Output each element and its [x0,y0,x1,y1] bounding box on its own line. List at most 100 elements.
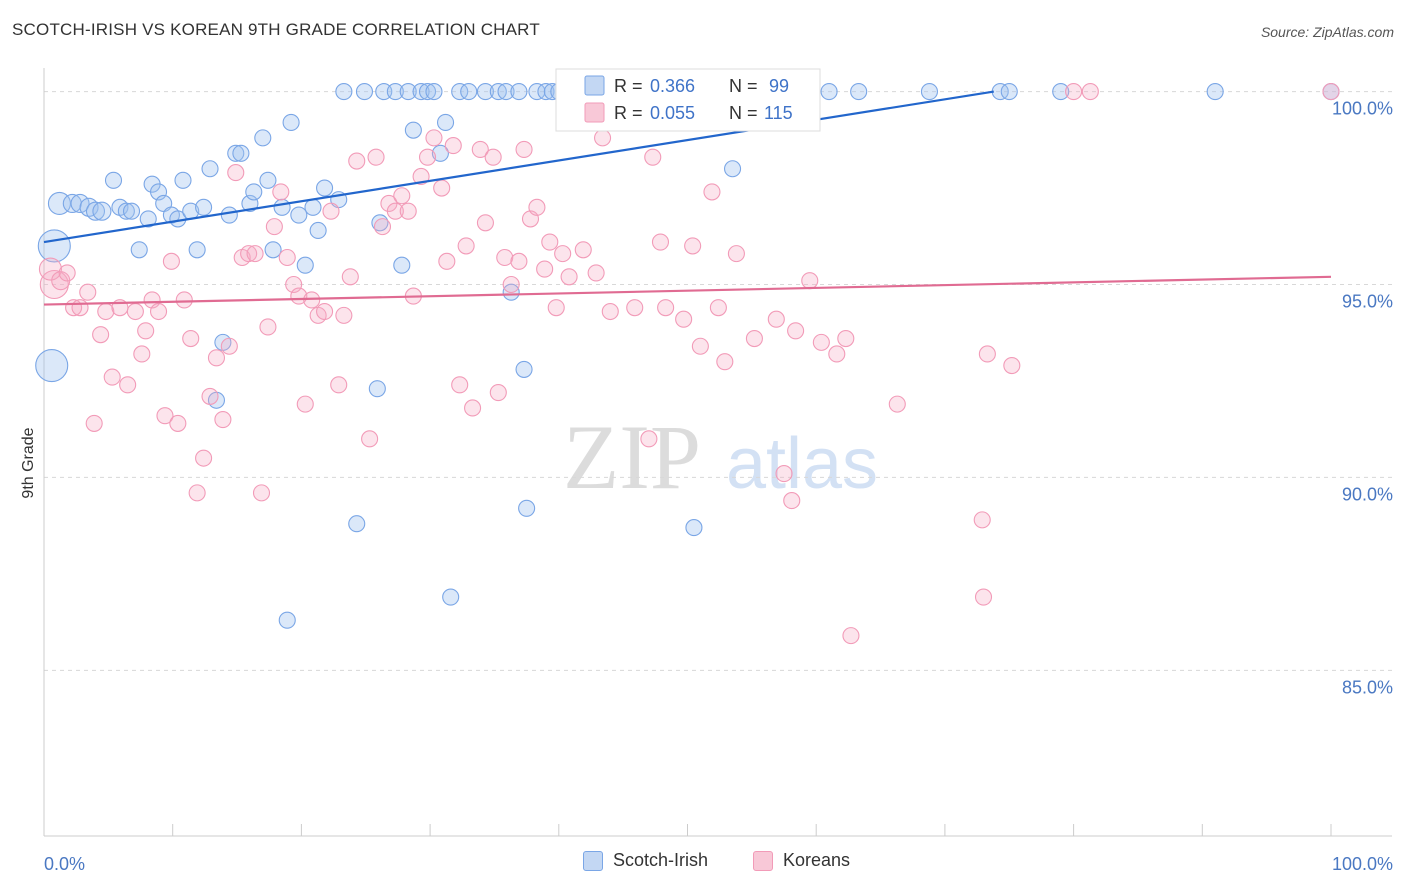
data-point [296,256,314,274]
data-point [444,137,462,155]
chart-title: SCOTCH-IRISH VS KOREAN 9TH GRADE CORRELA… [12,20,540,39]
data-point [137,322,155,340]
n-value-1: 99 [769,76,789,96]
data-point [451,83,469,101]
data-point [304,198,322,216]
data-point [1065,83,1083,101]
data-point [626,299,644,317]
data-point [510,252,528,270]
data-points [35,83,1340,645]
n-label-1: N = [729,76,758,96]
data-point [675,310,693,328]
n-value-2: 115 [764,103,793,123]
data-point [1081,83,1099,101]
data-point [574,241,592,259]
data-point [259,318,277,336]
data-point [254,129,272,147]
data-point [220,206,238,224]
data-point [162,252,180,270]
data-point [296,395,314,413]
data-point [431,144,449,162]
data-point [265,218,283,236]
data-point [644,148,662,166]
legend-swatch-scotch-irish [584,75,605,96]
data-point [335,83,353,101]
legend-swatch-koreans [584,102,605,123]
data-point [433,179,451,197]
data-point [1052,83,1070,101]
data-point [35,348,69,383]
data-point [418,83,437,101]
y-tick-label: 85.0% [1342,677,1393,697]
data-point [691,337,709,355]
data-point [412,83,430,101]
data-point [451,376,469,394]
watermark: ZIP atlas [563,406,878,508]
data-point [156,407,174,425]
data-point [92,201,112,221]
data-point [330,376,348,394]
data-point [471,140,489,159]
data-point [399,83,417,101]
data-point [278,248,296,267]
y-tick-label: 90.0% [1342,484,1393,504]
data-point [703,183,721,201]
data-point [497,83,515,101]
data-point [227,164,245,182]
data-point [103,368,121,386]
data-point [348,515,366,533]
data-point [974,588,993,606]
data-point [837,329,855,348]
data-point [842,627,860,645]
data-point [587,264,605,282]
x-tick-labels: 0.0% 100.0% [44,854,1393,874]
data-point [322,202,340,220]
data-point [476,214,494,232]
data-point [502,275,520,294]
series-scotch-irish [35,83,1340,629]
data-point [560,268,578,286]
data-point [464,399,482,417]
y-tick-labels: 100.0% 95.0% 90.0% 85.0% [1332,99,1393,698]
data-point [537,83,555,101]
data-point [685,519,703,537]
data-point [214,411,232,429]
trend-lines [43,90,1332,306]
data-point [149,302,168,321]
r-value-1: 0.366 [650,76,695,96]
legend-item-scotch-irish[interactable]: Scotch-Irish [583,850,708,871]
data-point [188,241,206,259]
data-point [195,198,213,216]
data-point [246,245,264,263]
data-point [528,198,546,216]
data-point [404,121,422,139]
data-point [850,83,868,101]
data-point [272,183,290,201]
data-point [220,337,238,355]
r-label-2: R = [614,103,643,123]
data-point [104,171,123,189]
data-point [828,345,846,363]
data-point [541,233,559,251]
data-point [207,349,226,367]
data-point [386,202,404,220]
legend-item-koreans[interactable]: Koreans [753,850,850,871]
data-point [528,83,546,101]
data-point [489,383,507,402]
data-point [290,206,308,224]
data-point [240,245,258,263]
data-point [1322,83,1340,101]
data-point [457,237,475,255]
data-point [139,210,157,228]
data-point [723,160,742,178]
data-point [37,229,71,263]
gridlines [44,91,1392,671]
data-point [1000,83,1018,101]
data-point [536,260,554,278]
trend-line-scotch-irish [43,90,994,244]
data-point [783,492,801,510]
data-point [195,449,213,467]
x-tick-label: 0.0% [44,854,85,874]
data-point [175,291,193,309]
data-point [174,171,192,189]
